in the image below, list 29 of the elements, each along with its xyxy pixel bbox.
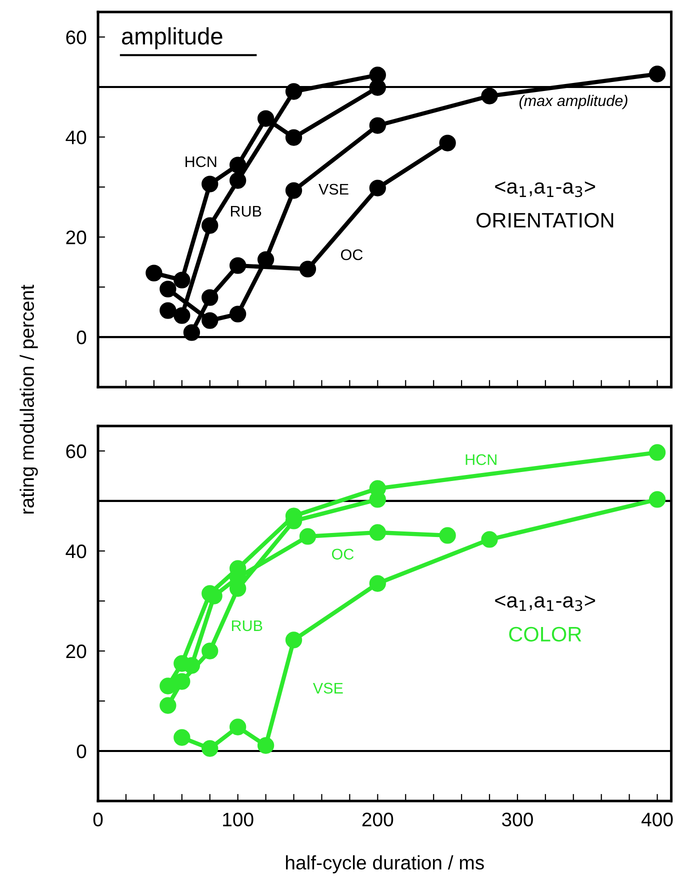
annotation: RUB [231, 206, 262, 217]
annotation: <a$_{1}$,a$_{1}$-a$_{3}$> [495, 181, 596, 198]
annotation: OC [341, 249, 363, 260]
y-tick-label: 20 [66, 644, 86, 658]
y-tick-label: 0 [76, 330, 86, 344]
annotation: COLOR [509, 626, 582, 642]
x-tick-label: 100 [223, 812, 254, 826]
annotation: HCN [186, 156, 216, 168]
annotation: VSE [312, 682, 343, 694]
y-tick-label: 40 [66, 130, 86, 144]
x-tick-label: 200 [362, 812, 394, 826]
annotation: ORIENTATION [476, 212, 614, 228]
y-axis-title: rating modulation / percent [20, 284, 38, 514]
y-tick-label: 20 [66, 230, 86, 244]
annotation: <a$_{1}$,a$_{1}$-a$_{3}$> [495, 595, 596, 612]
x-tick-label: 400 [642, 812, 673, 826]
y-tick-label: 40 [66, 544, 86, 558]
text: amplitude [122, 27, 222, 50]
x-tick-label: 0 [93, 812, 103, 826]
x-axis-title: half-cycle duration / ms [286, 855, 484, 874]
annotation: VSE [318, 184, 348, 195]
y-tick-label: 0 [76, 744, 86, 758]
y-tick-label: 60 [66, 30, 86, 44]
annotation: HCN [466, 454, 496, 466]
annotation: (max amplitude) [519, 94, 628, 110]
annotation: RUB [232, 620, 262, 632]
annotation: OC [332, 548, 354, 560]
x-tick-label: 300 [502, 812, 533, 826]
y-tick-label: 60 [66, 444, 86, 458]
